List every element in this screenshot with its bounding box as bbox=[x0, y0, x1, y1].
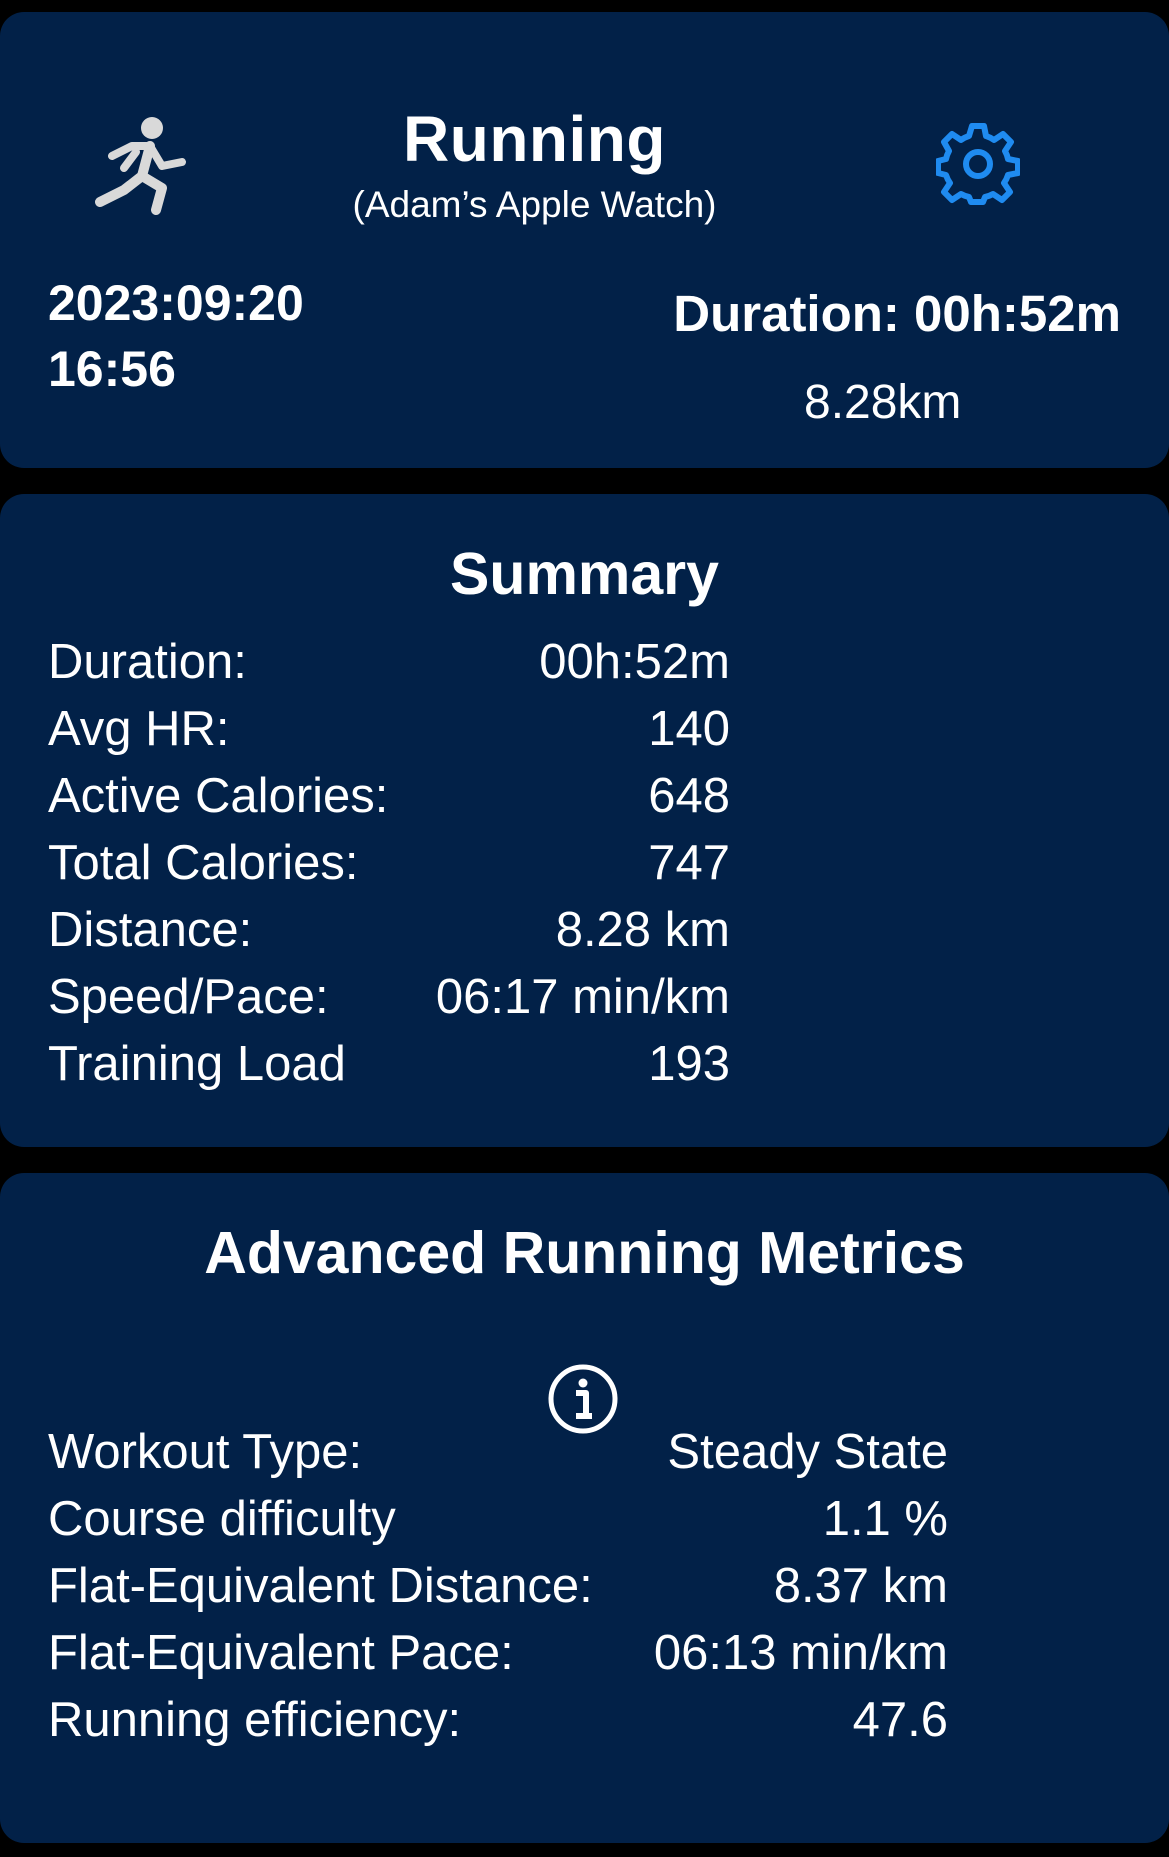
advanced-row-flat-equivalent-pace: Flat-Equivalent Pace: 06:13 min/km bbox=[48, 1620, 948, 1687]
metric-value: 8.37 km bbox=[773, 1559, 948, 1613]
metric-label: Training Load bbox=[48, 1037, 346, 1091]
advanced-metrics-card: Advanced Running Metrics Workout Type: S… bbox=[0, 1173, 1169, 1843]
workout-title: Running bbox=[403, 103, 666, 175]
metric-value: 00h:52m bbox=[539, 635, 730, 689]
metric-value: 47.6 bbox=[852, 1693, 948, 1747]
metric-label: Running efficiency: bbox=[48, 1693, 462, 1747]
metric-label: Flat-Equivalent Pace: bbox=[48, 1626, 514, 1680]
metric-label: Course difficulty bbox=[48, 1492, 396, 1546]
metric-value: 648 bbox=[648, 769, 730, 823]
info-circle-icon[interactable] bbox=[547, 1363, 619, 1435]
workout-date: 2023:09:20 bbox=[48, 275, 304, 331]
advanced-row-flat-equivalent-distance: Flat-Equivalent Distance: 8.37 km bbox=[48, 1553, 948, 1620]
advanced-row-workout-type: Workout Type: Steady State bbox=[48, 1419, 948, 1486]
metric-label: Avg HR: bbox=[48, 702, 230, 756]
workout-duration: Duration: 00h:52m bbox=[673, 285, 1121, 342]
summary-card: Summary Duration: 00h:52m Avg HR: 140 Ac… bbox=[0, 494, 1169, 1147]
metric-label: Duration: bbox=[48, 635, 247, 689]
settings-gear-icon[interactable] bbox=[935, 122, 1021, 206]
metric-label: Workout Type: bbox=[48, 1425, 363, 1479]
device-subtitle: (Adam’s Apple Watch) bbox=[352, 184, 717, 225]
workout-distance: 8.28km bbox=[804, 376, 962, 429]
summary-row-training-load: Training Load 193 bbox=[48, 1031, 730, 1098]
metric-value: 1.1 % bbox=[822, 1492, 948, 1546]
metric-value: 8.28 km bbox=[555, 903, 730, 957]
advanced-row-course-difficulty: Course difficulty 1.1 % bbox=[48, 1486, 948, 1553]
metric-label: Flat-Equivalent Distance: bbox=[48, 1559, 593, 1613]
metric-value: 06:17 min/km bbox=[435, 970, 730, 1024]
metric-value: 193 bbox=[648, 1037, 730, 1091]
advanced-metrics-title: Advanced Running Metrics bbox=[204, 1220, 965, 1286]
summary-row-total-calories: Total Calories: 747 bbox=[48, 830, 730, 897]
summary-row-active-calories: Active Calories: 648 bbox=[48, 763, 730, 830]
summary-title: Summary bbox=[450, 541, 719, 607]
metric-label: Speed/Pace: bbox=[48, 970, 329, 1024]
metric-value: Steady State bbox=[667, 1425, 948, 1479]
running-figure-icon bbox=[92, 116, 188, 216]
metric-label: Active Calories: bbox=[48, 769, 389, 823]
summary-row-avg-hr: Avg HR: 140 bbox=[48, 696, 730, 763]
workout-time: 16:56 bbox=[48, 341, 176, 397]
metric-value: 06:13 min/km bbox=[653, 1626, 948, 1680]
workout-header-card: Running (Adam’s Apple Watch) 2023:09:20 … bbox=[0, 12, 1169, 468]
summary-list: Duration: 00h:52m Avg HR: 140 Active Cal… bbox=[48, 629, 730, 1098]
summary-row-duration: Duration: 00h:52m bbox=[48, 629, 730, 696]
metric-label: Total Calories: bbox=[48, 836, 359, 890]
metric-label: Distance: bbox=[48, 903, 253, 957]
advanced-metrics-list: Workout Type: Steady State Course diffic… bbox=[48, 1419, 948, 1754]
summary-row-distance: Distance: 8.28 km bbox=[48, 897, 730, 964]
summary-row-speed-pace: Speed/Pace: 06:17 min/km bbox=[48, 964, 730, 1031]
advanced-row-running-efficiency: Running efficiency: 47.6 bbox=[48, 1687, 948, 1754]
metric-value: 747 bbox=[648, 836, 730, 890]
metric-value: 140 bbox=[648, 702, 730, 756]
